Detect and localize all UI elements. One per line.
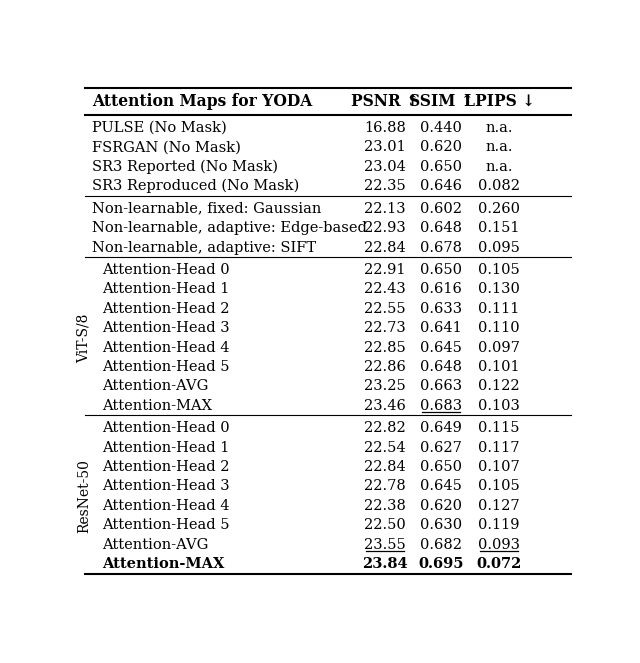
Text: 0.115: 0.115 [478, 421, 520, 435]
Text: 0.616: 0.616 [420, 282, 462, 296]
Text: 0.107: 0.107 [478, 460, 520, 474]
Text: 23.46: 23.46 [364, 398, 406, 413]
Text: 0.130: 0.130 [478, 282, 520, 296]
Text: SR3 Reproduced (No Mask): SR3 Reproduced (No Mask) [92, 179, 300, 194]
Text: 22.50: 22.50 [364, 518, 406, 532]
Text: Non-learnable, adaptive: SIFT: Non-learnable, adaptive: SIFT [92, 241, 317, 255]
Text: 0.663: 0.663 [420, 379, 462, 393]
Text: 0.260: 0.260 [478, 202, 520, 215]
Text: 0.095: 0.095 [478, 241, 520, 255]
Text: Attention-Head 2: Attention-Head 2 [102, 460, 230, 474]
Text: 0.105: 0.105 [478, 479, 520, 493]
Text: 0.650: 0.650 [420, 160, 462, 174]
Text: 0.645: 0.645 [420, 479, 462, 493]
Text: Attention-Head 3: Attention-Head 3 [102, 479, 230, 493]
Text: 0.645: 0.645 [420, 341, 462, 355]
Text: 22.93: 22.93 [364, 221, 406, 235]
Text: 22.54: 22.54 [364, 441, 406, 455]
Text: Attention-AVG: Attention-AVG [102, 379, 209, 393]
Text: n.a.: n.a. [485, 160, 513, 174]
Text: 0.620: 0.620 [420, 499, 462, 513]
Text: 0.122: 0.122 [478, 379, 520, 393]
Text: 0.602: 0.602 [420, 202, 462, 215]
Text: n.a.: n.a. [485, 141, 513, 154]
Text: PULSE (No Mask): PULSE (No Mask) [92, 121, 227, 135]
Text: ViT-S/8: ViT-S/8 [77, 313, 91, 363]
Text: Attention-Head 1: Attention-Head 1 [102, 441, 230, 455]
Text: 0.678: 0.678 [420, 241, 462, 255]
Text: 0.650: 0.650 [420, 263, 462, 277]
Text: 0.103: 0.103 [478, 398, 520, 413]
Text: 0.682: 0.682 [420, 538, 462, 552]
Text: 0.072: 0.072 [476, 557, 522, 571]
Text: PSNR ↑: PSNR ↑ [351, 93, 419, 110]
Text: 0.101: 0.101 [478, 360, 520, 374]
Text: Attention-Head 4: Attention-Head 4 [102, 499, 230, 513]
Text: 0.648: 0.648 [420, 360, 462, 374]
Text: 22.91: 22.91 [364, 263, 406, 277]
Text: Attention-Head 5: Attention-Head 5 [102, 360, 230, 374]
Text: 0.641: 0.641 [420, 321, 462, 335]
Text: 0.093: 0.093 [478, 538, 520, 552]
Text: 0.633: 0.633 [420, 302, 462, 316]
Text: Attention-Head 5: Attention-Head 5 [102, 518, 230, 532]
Text: 22.85: 22.85 [364, 341, 406, 355]
Text: 22.43: 22.43 [364, 282, 406, 296]
Text: 0.110: 0.110 [478, 321, 520, 335]
Text: Attention-Head 0: Attention-Head 0 [102, 263, 230, 277]
Text: Attention-Head 1: Attention-Head 1 [102, 282, 230, 296]
Text: 0.649: 0.649 [420, 421, 462, 435]
Text: 22.35: 22.35 [364, 179, 406, 193]
Text: 0.695: 0.695 [419, 557, 464, 571]
Text: 0.650: 0.650 [420, 460, 462, 474]
Text: 0.082: 0.082 [478, 179, 520, 193]
Text: 0.630: 0.630 [420, 518, 462, 532]
Text: Attention Maps for YODA: Attention Maps for YODA [92, 93, 313, 110]
Text: 22.78: 22.78 [364, 479, 406, 493]
Text: 22.86: 22.86 [364, 360, 406, 374]
Text: 0.627: 0.627 [420, 441, 462, 455]
Text: 0.119: 0.119 [478, 518, 520, 532]
Text: 22.73: 22.73 [364, 321, 406, 335]
Text: Attention-Head 2: Attention-Head 2 [102, 302, 230, 316]
Text: FSRGAN (No Mask): FSRGAN (No Mask) [92, 141, 241, 154]
Text: SR3 Reported (No Mask): SR3 Reported (No Mask) [92, 160, 278, 174]
Text: LPIPS ↓: LPIPS ↓ [463, 93, 534, 110]
Text: Attention-MAX: Attention-MAX [102, 557, 225, 571]
Text: Attention-MAX: Attention-MAX [102, 398, 212, 413]
Text: ResNet-50: ResNet-50 [77, 459, 91, 533]
Text: 0.648: 0.648 [420, 221, 462, 235]
Text: SSIM ↑: SSIM ↑ [409, 93, 474, 110]
Text: 23.04: 23.04 [364, 160, 406, 174]
Text: 0.440: 0.440 [420, 121, 462, 135]
Text: Attention-Head 0: Attention-Head 0 [102, 421, 230, 435]
Text: 0.620: 0.620 [420, 141, 462, 154]
Text: 0.111: 0.111 [479, 302, 520, 316]
Text: 16.88: 16.88 [364, 121, 406, 135]
Text: Attention-Head 4: Attention-Head 4 [102, 341, 230, 355]
Text: 22.55: 22.55 [364, 302, 406, 316]
Text: 0.151: 0.151 [478, 221, 520, 235]
Text: 0.127: 0.127 [478, 499, 520, 513]
Text: 22.38: 22.38 [364, 499, 406, 513]
Text: Attention-AVG: Attention-AVG [102, 538, 209, 552]
Text: 22.84: 22.84 [364, 460, 406, 474]
Text: 22.13: 22.13 [364, 202, 406, 215]
Text: 23.25: 23.25 [364, 379, 406, 393]
Text: 0.105: 0.105 [478, 263, 520, 277]
Text: 23.84: 23.84 [362, 557, 408, 571]
Text: 0.683: 0.683 [420, 398, 462, 413]
Text: 22.84: 22.84 [364, 241, 406, 255]
Text: Attention-Head 3: Attention-Head 3 [102, 321, 230, 335]
Text: 23.01: 23.01 [364, 141, 406, 154]
Text: Non-learnable, adaptive: Edge-based: Non-learnable, adaptive: Edge-based [92, 221, 367, 235]
Text: 0.117: 0.117 [478, 441, 520, 455]
Text: 22.82: 22.82 [364, 421, 406, 435]
Text: 0.097: 0.097 [478, 341, 520, 355]
Text: 23.55: 23.55 [364, 538, 406, 552]
Text: n.a.: n.a. [485, 121, 513, 135]
Text: 0.646: 0.646 [420, 179, 462, 193]
Text: Non-learnable, fixed: Gaussian: Non-learnable, fixed: Gaussian [92, 202, 322, 215]
